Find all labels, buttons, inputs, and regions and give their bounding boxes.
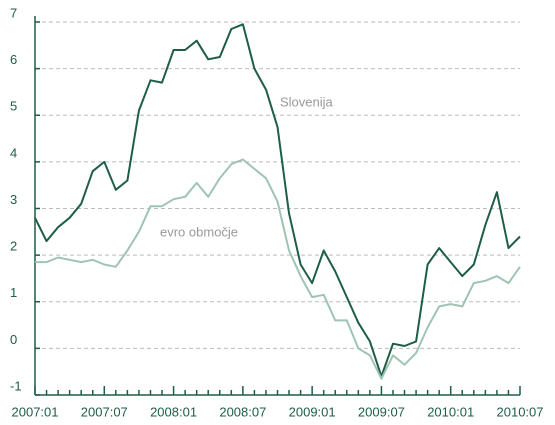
x-tick-label: 2007:01 [12, 404, 59, 419]
y-tick-label: 5 [10, 99, 17, 114]
y-tick-label: 7 [10, 5, 17, 20]
y-tick-label: -1 [10, 378, 22, 393]
y-tick-label: 6 [10, 52, 17, 67]
line-series [34, 23, 521, 378]
x-tick-label: 2009:07 [358, 404, 405, 419]
y-tick-label: 3 [10, 192, 17, 207]
y-tick-label: 0 [10, 332, 17, 347]
y-tick-label: 4 [10, 145, 17, 160]
y-tick-label: 2 [10, 239, 17, 254]
x-tick-label: 2010:07 [497, 404, 544, 419]
x-tick-label: 2008:07 [219, 404, 266, 419]
y-tick-label: 1 [10, 285, 17, 300]
x-tick-label: 2007:07 [81, 404, 128, 419]
x-tick-label: 2010:01 [427, 404, 474, 419]
series-label: evro območje [160, 224, 238, 239]
x-tick-label: 2009:01 [289, 404, 336, 419]
x-tick-label: 2008:01 [150, 404, 197, 419]
line-series [35, 158, 521, 380]
series-label: Slovenija [280, 94, 334, 109]
